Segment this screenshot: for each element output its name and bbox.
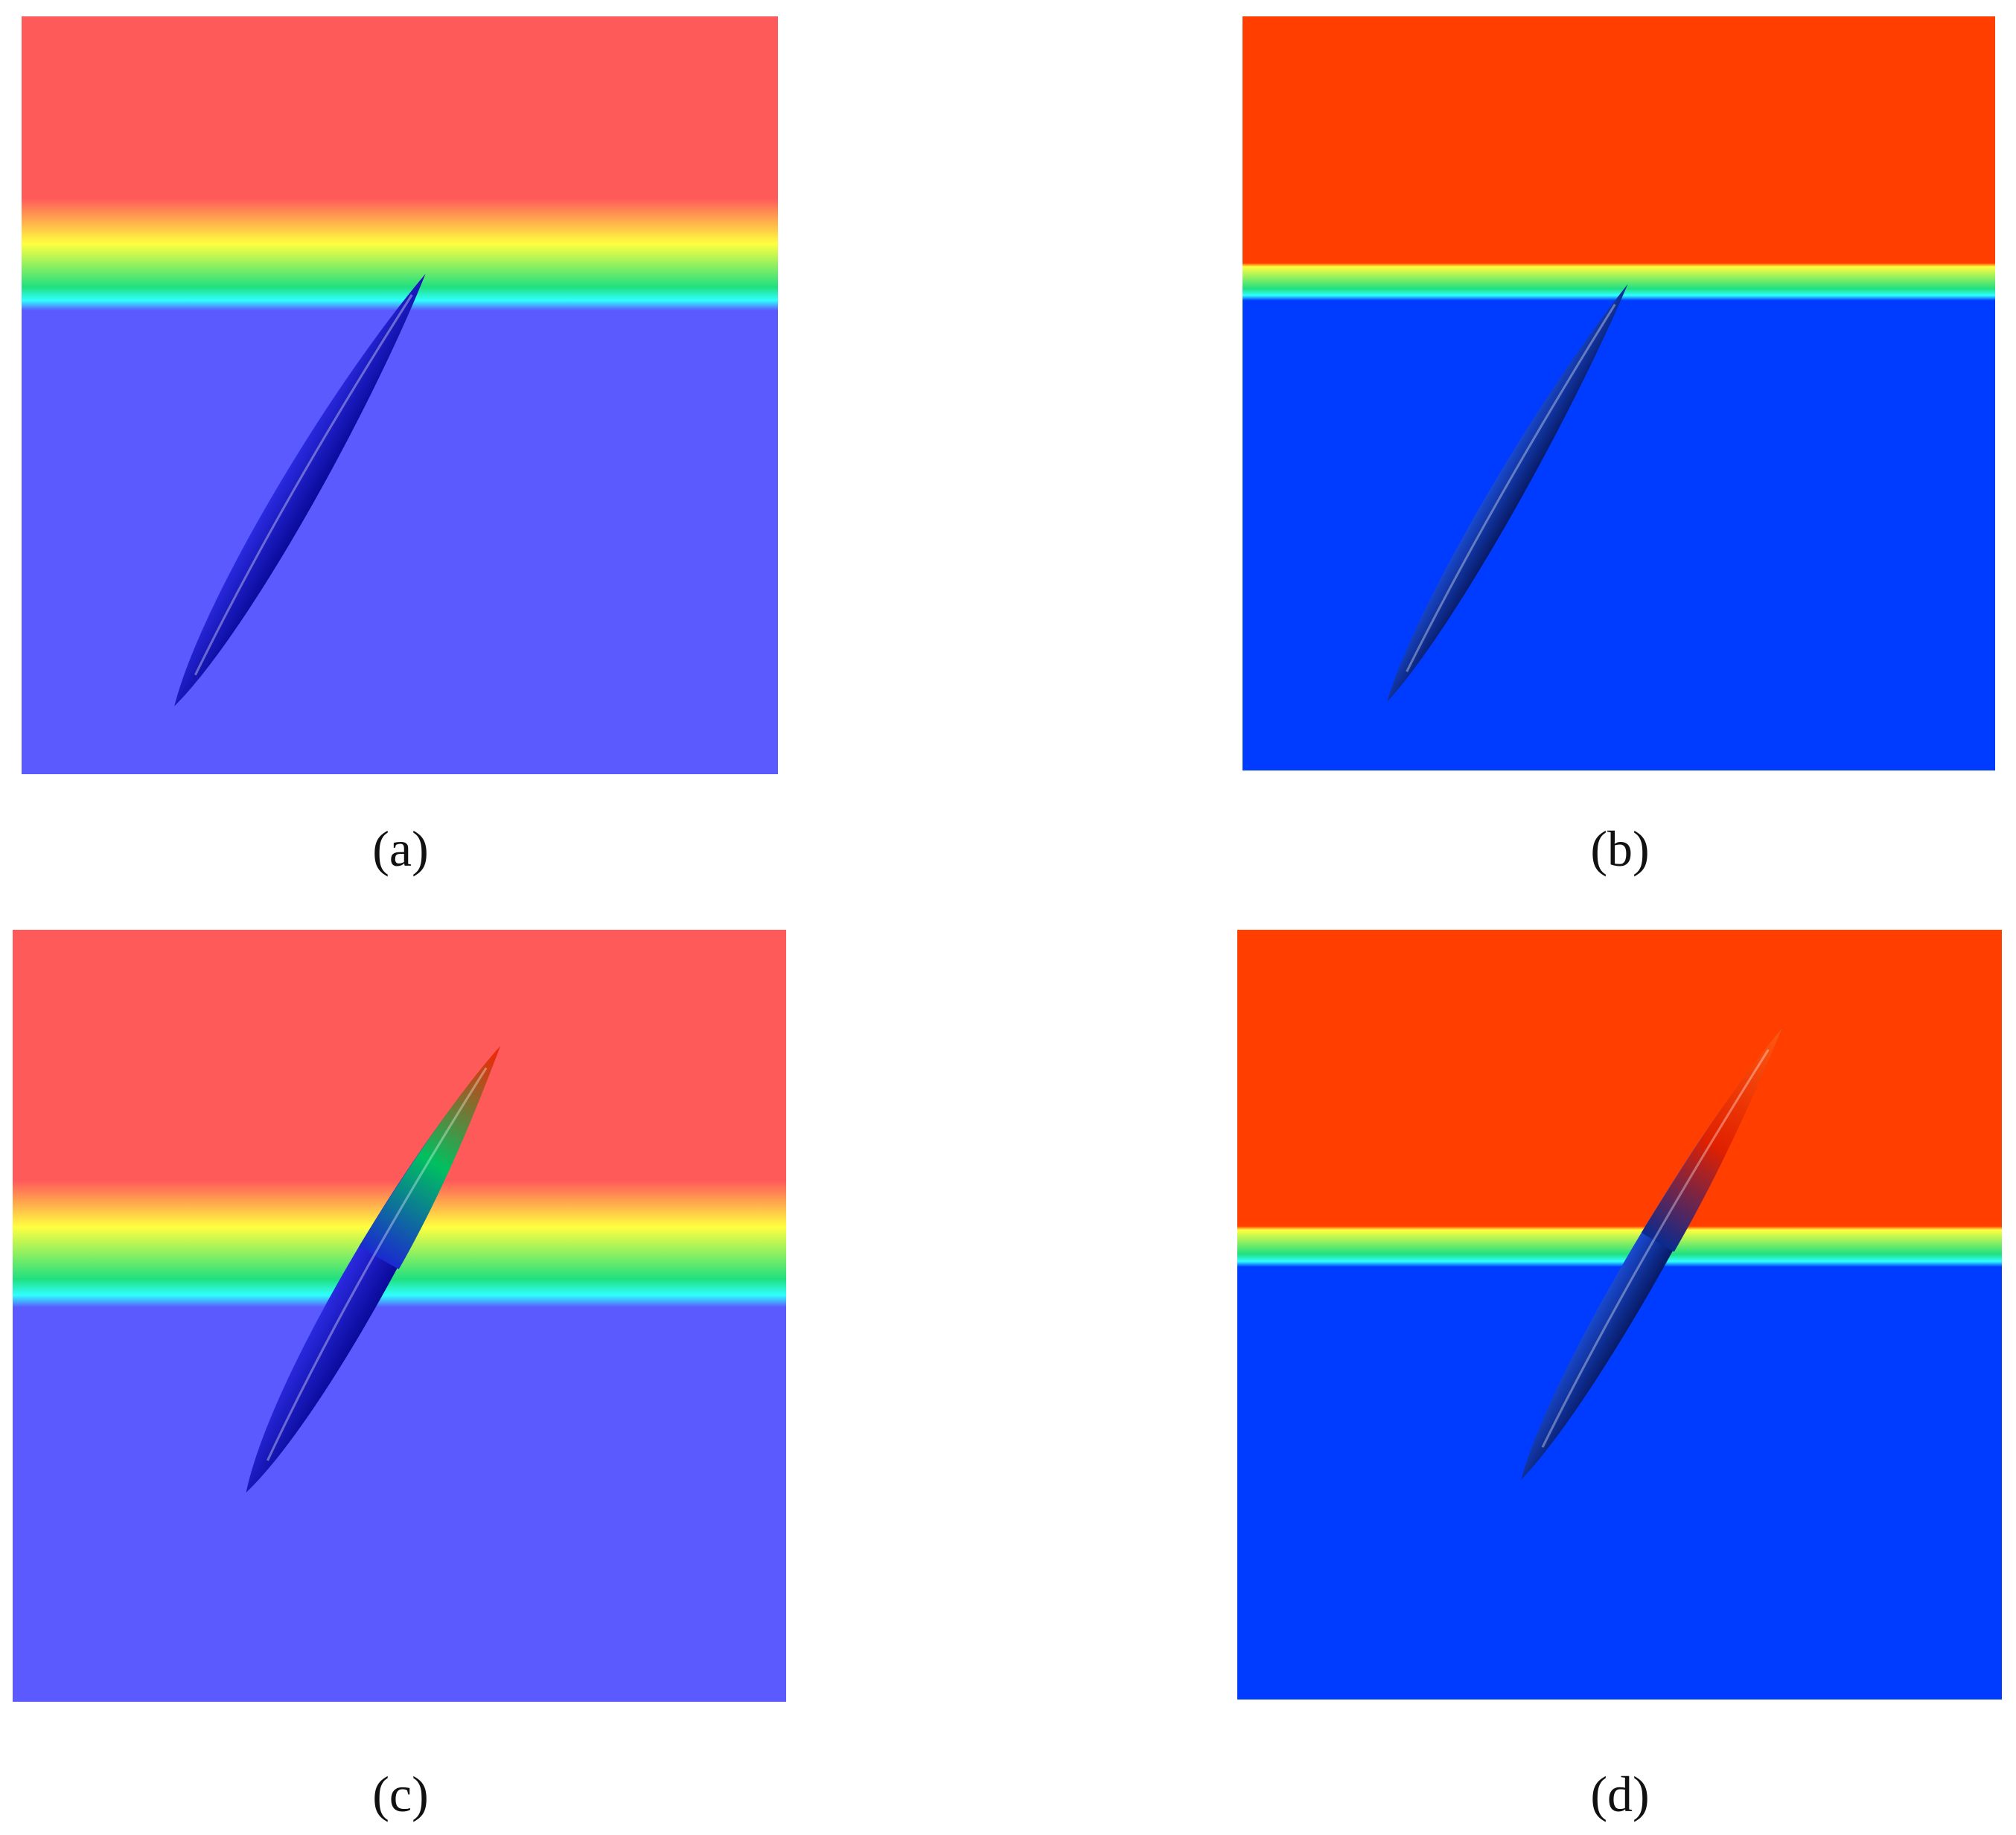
body xyxy=(174,273,426,706)
panel-image xyxy=(1237,930,2002,1700)
panel-image xyxy=(13,930,786,1702)
panel-label: (b) xyxy=(1590,820,1650,877)
hull-emerged xyxy=(1641,1027,1783,1252)
flow-field xyxy=(22,16,778,774)
flow-field xyxy=(13,930,786,1702)
panel-label: (c) xyxy=(372,1766,429,1822)
body xyxy=(1520,1027,1783,1481)
highlight xyxy=(1406,304,1616,672)
flow-field xyxy=(1243,16,1995,770)
panel-label: (d) xyxy=(1590,1766,1650,1822)
highlight xyxy=(266,1067,488,1461)
hull xyxy=(174,273,426,706)
hull xyxy=(1387,284,1628,702)
hull-emerged xyxy=(359,1046,500,1270)
highlight xyxy=(1541,1049,1770,1448)
panel-image xyxy=(1243,16,1995,770)
panel-label: (a) xyxy=(372,820,429,877)
body xyxy=(1387,284,1628,702)
body xyxy=(246,1046,500,1493)
highlight xyxy=(194,294,413,676)
panel-image xyxy=(22,16,778,774)
